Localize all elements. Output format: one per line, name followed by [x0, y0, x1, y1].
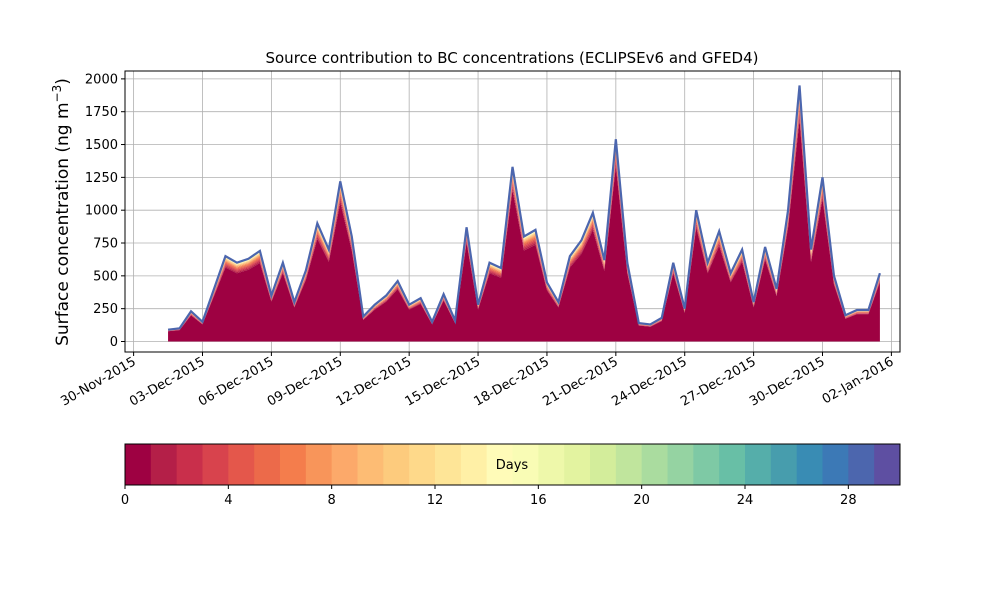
colorbar-swatch [486, 444, 513, 485]
y-axis-label: Surface concentration (ng m−3) [50, 78, 73, 346]
colorbar-swatch [280, 444, 307, 485]
colorbar-swatch [305, 444, 333, 485]
colorbar-swatch [228, 444, 255, 485]
colorbar-swatch [641, 444, 668, 485]
y-tick-label: 0 [110, 335, 118, 350]
total-line [167, 85, 881, 331]
colorbar-swatch [693, 444, 720, 485]
x-tick-label: 02-Jan-2016 [820, 354, 897, 407]
x-tick-label: 18-Dec-2015 [472, 354, 552, 409]
y-tick-label: 1000 [85, 204, 118, 219]
x-tick-label: 21-Dec-2015 [540, 354, 620, 409]
y-tick-label: 1500 [85, 138, 118, 153]
colorbar-tick-label: 4 [224, 493, 232, 508]
colorbar-swatch [615, 444, 643, 485]
colorbar-swatch [331, 444, 358, 485]
y-tick-label: 500 [93, 269, 118, 284]
colorbar-swatch [202, 444, 229, 485]
colorbar-swatch [254, 444, 281, 485]
colorbar-swatch [383, 444, 410, 485]
colorbar-tick-label: 20 [633, 493, 650, 508]
colorbar-swatch [409, 444, 436, 485]
colorbar-tick-label: 8 [328, 493, 336, 508]
colorbar-swatch [538, 444, 565, 485]
x-tick-label: 30-Nov-2015 [58, 354, 138, 409]
colorbar-swatch [564, 444, 591, 485]
y-tick-label: 1250 [85, 171, 118, 186]
chart-title: Source contribution to BC concentrations… [265, 49, 758, 67]
x-tick-label: 27-Dec-2015 [678, 354, 758, 409]
colorbar-tick-label: 16 [530, 493, 547, 508]
x-tick-label: 12-Dec-2015 [334, 354, 414, 409]
colorbar-frame [124, 443, 901, 486]
colorbar-swatch [719, 444, 746, 485]
x-tick-label: 30-Dec-2015 [747, 354, 827, 409]
colorbar-swatch [125, 444, 152, 485]
y-tick-label: 250 [93, 302, 118, 317]
x-tick-label: 03-Dec-2015 [127, 354, 207, 409]
x-tick-label: 06-Dec-2015 [196, 354, 276, 409]
colorbar-swatch [357, 444, 384, 485]
x-tick-label: 24-Dec-2015 [609, 354, 689, 409]
y-tick-label: 750 [93, 237, 118, 252]
plot-area: 0 250 500 750 1000 1250 1500 1750 2000 30-Nov-20… [58, 70, 901, 410]
colorbar-tick-label: 28 [840, 493, 857, 508]
colorbar: 0 4 8 12 16 20 24 28 [121, 443, 901, 508]
colorbar-tick-label: 12 [427, 493, 444, 508]
colorbar-swatch [590, 444, 617, 485]
colorbar-swatch [512, 444, 539, 485]
colorbar-swatch [770, 444, 798, 485]
colorbar-swatch [874, 444, 901, 485]
y-tick-label: 2000 [85, 72, 118, 87]
age-band [168, 119, 880, 342]
colorbar-tick-label: 24 [737, 493, 754, 508]
x-tick-label: 15-Dec-2015 [403, 354, 483, 409]
y-tick-label: 1750 [85, 105, 118, 120]
colorbar-tick-label: 0 [121, 493, 129, 508]
colorbar-swatch [848, 444, 875, 485]
colorbar-swatch [667, 444, 694, 485]
colorbar-swatch [176, 444, 203, 485]
y-axis-ticks: 0 250 500 750 1000 1250 1500 1750 2000 [85, 72, 125, 350]
colorbar-swatch [435, 444, 462, 485]
colorbar-label: Days [496, 458, 529, 473]
x-axis-ticks: 30-Nov-201503-Dec-201506-Dec-201509-Dec-… [58, 352, 896, 410]
axes-frame [124, 70, 901, 353]
age-bands [168, 85, 880, 342]
colorbar-swatch [796, 444, 823, 485]
colorbar-swatch [150, 444, 178, 485]
colorbar-swatch [822, 444, 849, 485]
colorbar-swatch [460, 444, 488, 485]
x-tick-label: 09-Dec-2015 [265, 354, 345, 409]
colorbar-swatch [745, 444, 772, 485]
